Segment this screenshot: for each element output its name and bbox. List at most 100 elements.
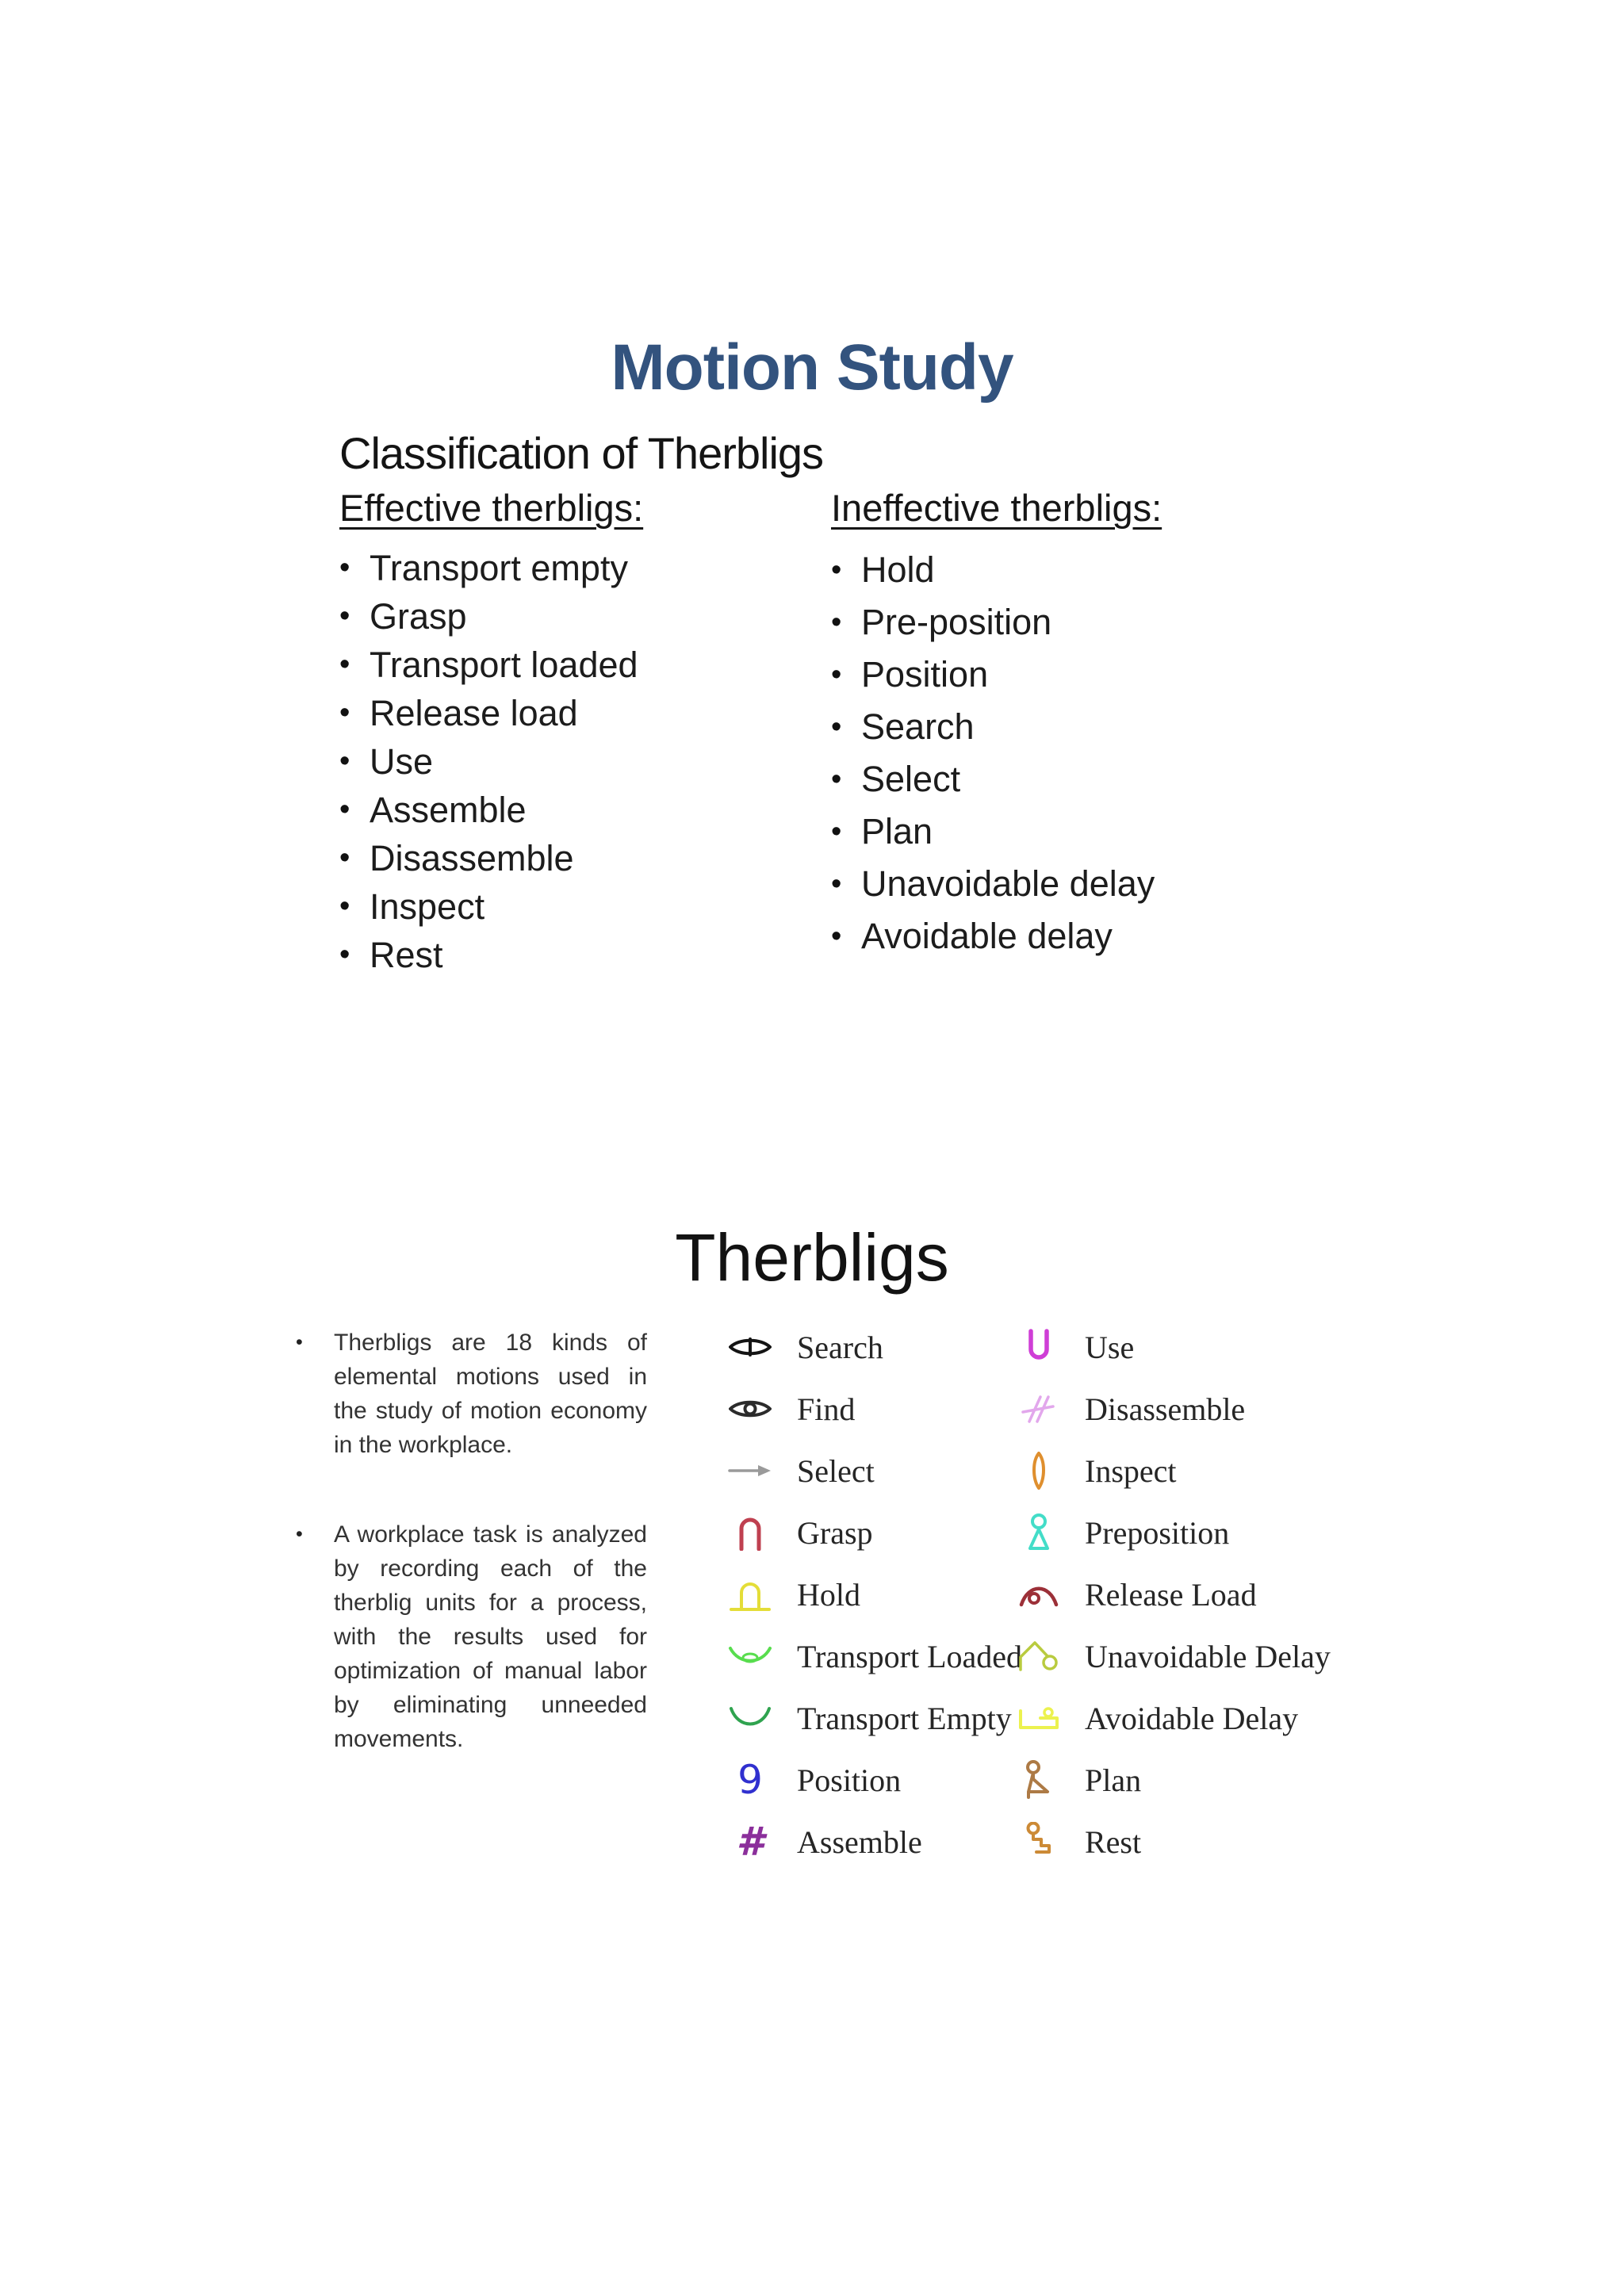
bullet-icon: • [831,657,842,691]
bullet-icon: • [339,696,350,729]
list-item-label: Disassemble [370,837,574,878]
list-item-label: Assemble [370,789,527,830]
legend-label: Release Load [1085,1576,1257,1613]
list-item: • Rest [339,931,823,979]
bullet-icon: • [296,1523,303,1545]
bullet-icon: • [339,890,350,923]
ineffective-therbligs-list: • Hold • Pre-position • Position • Searc… [831,544,1465,962]
legend-label: Rest [1085,1823,1142,1860]
legend-row: Grasp [716,1502,1022,1563]
unavoidable-delay-icon [1005,1640,1072,1673]
plan-icon [1005,1760,1072,1800]
paragraph: • Therbligs are 18 kinds of elemental mo… [289,1326,647,1462]
list-item-label: Pre-position [861,602,1052,642]
bullet-icon: • [339,551,350,584]
list-item: • Avoidable delay [831,910,1465,962]
paragraph: • A workplace task is analyzed by record… [289,1517,647,1756]
effective-therbligs-heading: Effective therbligs: [339,487,644,529]
legend-row: Search [716,1316,1022,1378]
release-load-icon [1005,1581,1072,1608]
list-item-label: Transport empty [370,547,628,588]
slide1-title: Motion Study [611,331,1013,404]
bullet-icon: • [831,710,842,744]
paragraph-text: A workplace task is analyzed by recordin… [334,1521,647,1752]
select-arrow-icon [716,1463,784,1479]
list-item: • Release load [339,689,823,737]
legend-label: Assemble [797,1823,922,1860]
legend-row: # Assemble [716,1811,1022,1873]
list-item: • Inspect [339,882,823,931]
legend-label: Plan [1085,1762,1142,1798]
legend-row: Plan [1005,1749,1331,1811]
list-item-label: Inspect [370,886,485,927]
assemble-icon: # [716,1822,784,1862]
legend-row: Unavoidable Delay [1005,1625,1331,1687]
rest-icon [1005,1822,1072,1862]
assemble-glyph: # [736,1819,764,1865]
therblig-legend-left: Search Find Select Grasp Hold Transport … [716,1316,1022,1873]
legend-label: Use [1085,1329,1135,1365]
bullet-icon: • [339,841,350,874]
bullet-icon: • [339,744,350,778]
slide1-subtitle: Classification of Therbligs [339,428,824,478]
list-item-label: Search [861,706,975,747]
bullet-icon: • [339,648,350,681]
legend-row: Select [716,1440,1022,1502]
bullet-icon: • [831,553,842,587]
find-eye-icon [716,1398,784,1420]
legend-label: Inspect [1085,1452,1177,1489]
preposition-icon [1005,1513,1072,1552]
inspect-icon [1005,1452,1072,1490]
hold-icon [716,1576,784,1613]
legend-row: Use [1005,1316,1331,1378]
legend-row: Preposition [1005,1502,1331,1563]
legend-row: Avoidable Delay [1005,1687,1331,1749]
list-item: • Plan [831,806,1465,858]
slide2-title: Therbligs [675,1220,949,1295]
ineffective-therbligs-heading: Ineffective therbligs: [831,487,1162,529]
bullet-icon: • [339,938,350,971]
legend-label: Select [797,1452,875,1489]
list-item: • Unavoidable delay [831,858,1465,910]
use-icon [1005,1329,1072,1365]
legend-row: Rest [1005,1811,1331,1873]
slide2-intro-text: • Therbligs are 18 kinds of elemental mo… [289,1326,647,1812]
list-item: • Use [339,737,823,786]
list-item-label: Plan [861,811,933,851]
legend-label: Find [797,1391,856,1427]
bullet-icon: • [296,1331,303,1353]
ineffective-therbligs-column: Ineffective therbligs: • Hold • Pre-posi… [831,485,1465,962]
legend-label: Disassemble [1085,1391,1246,1427]
legend-label: Grasp [797,1514,873,1551]
list-item: • Disassemble [339,834,823,882]
disassemble-icon [1005,1394,1072,1424]
list-item-label: Transport loaded [370,644,638,685]
bullet-icon: • [831,605,842,639]
list-item-label: Unavoidable delay [861,863,1155,904]
bullet-icon: • [831,919,842,953]
bullet-icon: • [339,599,350,633]
grasp-icon [716,1514,784,1551]
list-item: • Transport loaded [339,641,823,689]
list-item: • Position [831,649,1465,701]
legend-label: Avoidable Delay [1085,1700,1299,1736]
list-item-label: Grasp [370,595,467,637]
list-item: • Select [831,753,1465,806]
position-glyph: 9 [737,1757,763,1803]
paragraph-text: Therbligs are 18 kinds of elemental moti… [334,1330,647,1458]
list-item: • Assemble [339,786,823,834]
transport-loaded-icon [716,1644,784,1668]
list-item-label: Release load [370,692,578,733]
list-item-label: Position [861,654,989,695]
list-item: • Grasp [339,592,823,641]
search-eye-icon [716,1336,784,1358]
legend-row: Inspect [1005,1440,1331,1502]
list-item-label: Avoidable delay [861,916,1113,956]
legend-row: Transport Loaded [716,1625,1022,1687]
legend-label: Hold [797,1576,860,1613]
position-icon: 9 [716,1760,784,1800]
effective-therbligs-column: Effective therbligs: • Transport empty •… [339,485,823,979]
effective-therbligs-list: • Transport empty • Grasp • Transport lo… [339,544,823,979]
list-item-label: Use [370,740,434,782]
